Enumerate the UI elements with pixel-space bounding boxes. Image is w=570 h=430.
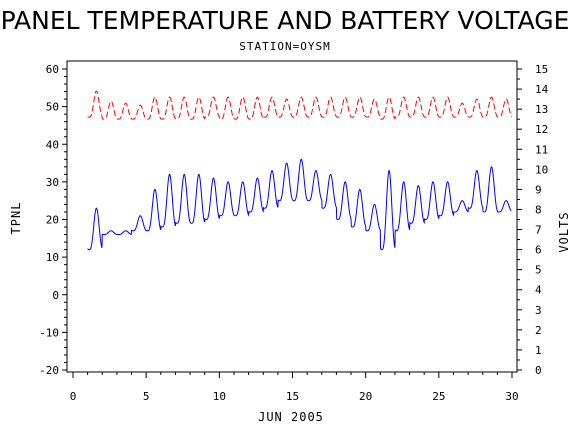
- x-tick-label: 20: [359, 390, 372, 403]
- chart-subtitle: STATION=OYSM: [239, 40, 330, 53]
- y-left-tick-label: 0: [52, 289, 59, 302]
- panel-temperature-line: [87, 158, 512, 251]
- x-tick-label: 15: [286, 390, 299, 403]
- y-left-tick-label: -20: [39, 364, 59, 377]
- y-right-tick-label: 6: [535, 244, 542, 257]
- y-right-tick-label: 11: [535, 143, 548, 156]
- battery-voltage-line: [87, 90, 513, 120]
- plot-frame: [66, 60, 518, 373]
- y-left-tick-label: -10: [39, 326, 59, 339]
- y-left-tick-label: 30: [46, 176, 59, 189]
- y-right-tick-label: 10: [535, 163, 548, 176]
- x-axis: 0 5 10 15 20 25 30: [70, 372, 519, 403]
- y-right-tick-label: 8: [535, 203, 542, 216]
- y-left-tick-label: 60: [46, 63, 59, 76]
- y-right-tick-label: 0: [535, 364, 542, 377]
- y-right-tick-label: 1: [535, 344, 542, 357]
- x-tick-label: 5: [143, 390, 150, 403]
- y-right-tick-label: 2: [535, 324, 542, 337]
- x-tick-label: 25: [432, 390, 445, 403]
- y-right-tick-label: 15: [535, 63, 548, 76]
- left-axis: -20 -10 0 10 20 30 40 50 60: [39, 63, 67, 377]
- chart-title: PANEL TEMPERATURE AND BATTERY VOLTAGE: [1, 6, 570, 35]
- y-left-tick-label: 50: [46, 101, 59, 114]
- y-left-tick-label: 20: [46, 214, 59, 227]
- series-layer: [87, 90, 513, 251]
- y-right-tick-label: 14: [535, 83, 549, 96]
- y-left-tick-label: 10: [46, 251, 59, 264]
- y-left-axis-label: TPNL: [9, 202, 23, 235]
- x-tick-label: 10: [213, 390, 226, 403]
- x-tick-label: 30: [505, 390, 518, 403]
- y-left-tick-label: 40: [46, 138, 59, 151]
- y-right-tick-label: 5: [535, 264, 542, 277]
- y-right-tick-label: 13: [535, 103, 548, 116]
- y-right-tick-label: 12: [535, 123, 548, 136]
- y-right-tick-label: 4: [535, 284, 542, 297]
- y-right-tick-label: 3: [535, 304, 542, 317]
- y-right-tick-label: 7: [535, 224, 542, 237]
- x-tick-label: 0: [70, 390, 77, 403]
- y-right-tick-label: 9: [535, 183, 542, 196]
- y-right-axis-label: VOLTS: [557, 211, 570, 252]
- x-axis-label: JUN 2005: [258, 410, 324, 424]
